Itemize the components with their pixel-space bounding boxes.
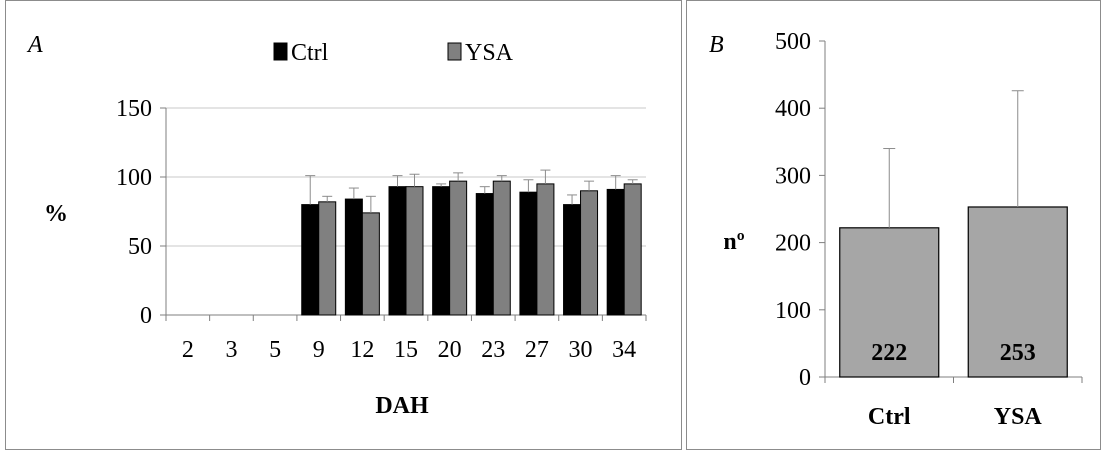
x-tick-label-a: 20	[438, 337, 462, 363]
data-label-ysa: 253	[1000, 340, 1036, 366]
bar-ysa	[580, 190, 599, 316]
x-tick-label-a: 2	[182, 337, 194, 363]
bar-ctrl	[475, 193, 494, 316]
x-tick-label-a: 12	[350, 337, 374, 363]
plot-area-b: 0 100 200 300 400 500 222 Ctrl 253 YSA	[775, 29, 1083, 430]
y-tick-label-a: 0	[140, 303, 152, 329]
bar-ctrl	[563, 204, 582, 316]
bar-ysa	[623, 183, 642, 316]
y-tick-label-a: 50	[128, 234, 152, 260]
chart-panel-b: B nº 0 100 200 300 400 500 222 Ctrl 253 YSA	[686, 0, 1101, 450]
bar-ctrl	[301, 204, 320, 316]
y-tick-label-b: 0	[799, 365, 811, 391]
y-tick-label-b: 100	[775, 298, 811, 324]
y-tick-label-b: 300	[775, 163, 811, 189]
x-tick-label-a: 3	[225, 337, 237, 363]
y-axis-label-b: nº	[723, 229, 744, 255]
y-tick-label-b: 200	[775, 231, 811, 257]
bar-ysa	[536, 183, 555, 316]
x-tick-label-b: Ctrl	[868, 404, 911, 430]
x-tick-label-a: 9	[313, 337, 325, 363]
data-label-ctrl: 222	[871, 340, 907, 366]
x-tick-label-a: 5	[269, 337, 281, 363]
chart-panel-a: A % DAH Ctrl YSA 0 50 100 150 2 3 5 9 12 15 20 23 27 3…	[5, 0, 682, 450]
bar-ctrl	[432, 186, 451, 316]
chart-b-svg: B nº 0 100 200 300 400 500 222 Ctrl 253 YSA	[709, 29, 1083, 430]
x-tick-label-a: 30	[569, 337, 593, 363]
bar-ctrl	[839, 227, 940, 378]
y-tick-label-a: 150	[116, 96, 152, 122]
panel-label-a: A	[26, 32, 43, 58]
y-tick-label-b: 500	[775, 29, 811, 55]
bar-ysa	[405, 186, 424, 316]
y-tick-label-b: 400	[775, 96, 811, 122]
x-tick-label-a: 15	[394, 337, 418, 363]
bar-ctrl	[606, 188, 625, 316]
bar-ysa	[449, 180, 468, 316]
y-axis-label-a: %	[44, 201, 68, 227]
bar-ysa	[318, 201, 337, 316]
panel-label-b: B	[709, 32, 724, 58]
bar-ysa	[967, 206, 1068, 378]
bar-ctrl	[519, 191, 538, 316]
x-tick-label-a: 27	[525, 337, 549, 363]
x-tick-label-b: YSA	[994, 404, 1043, 430]
legend-label-ctrl: Ctrl	[291, 40, 329, 66]
x-tick-label-a: 34	[612, 337, 636, 363]
y-tick-label-a: 100	[116, 165, 152, 191]
bar-ysa	[361, 212, 380, 316]
bar-ysa	[492, 180, 511, 316]
legend-label-ysa: YSA	[465, 40, 514, 66]
x-axis-label-a: DAH	[375, 393, 429, 419]
x-tick-label-a: 23	[481, 337, 505, 363]
legend-swatch-ysa	[447, 42, 462, 61]
legend-swatch-ctrl	[273, 42, 288, 61]
legend-a: Ctrl YSA	[273, 40, 514, 66]
bar-ctrl	[388, 186, 407, 316]
bar-ctrl	[344, 198, 363, 316]
